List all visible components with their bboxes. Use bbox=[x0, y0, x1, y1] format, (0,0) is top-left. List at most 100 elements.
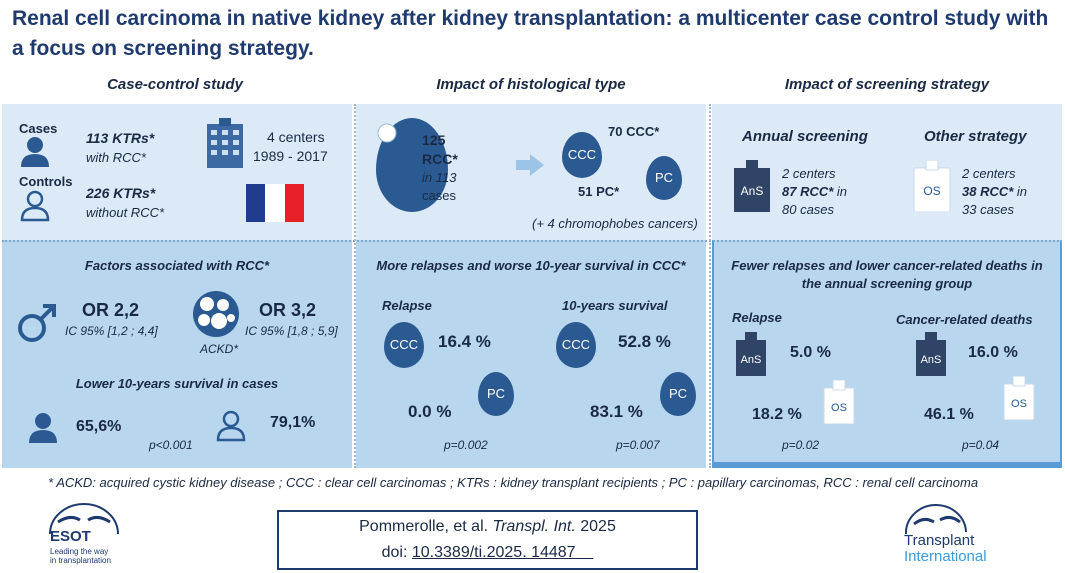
rcc-total-label: RCC* bbox=[422, 151, 458, 167]
annual-screening-label: Annual screening bbox=[742, 128, 868, 145]
svg-text:OS: OS bbox=[1011, 398, 1027, 410]
factors-heading: Factors associated with RCC* bbox=[84, 258, 270, 273]
ans-building-icon: AnS bbox=[734, 160, 770, 212]
svg-text:AnS: AnS bbox=[741, 184, 764, 198]
other-rcc-line: 38 RCC* in bbox=[962, 184, 1028, 199]
esot-tagline: Leading the way bbox=[50, 547, 109, 556]
centers-count: 4 centers bbox=[267, 129, 325, 145]
person-icon bbox=[29, 413, 57, 443]
screening-results-panel: Fewer relapses and lower cancer-related … bbox=[712, 240, 1062, 468]
survival-cases: 65,6% bbox=[76, 418, 122, 435]
ans-deaths-value: 16.0 % bbox=[968, 344, 1018, 361]
controls-label: Controls bbox=[19, 174, 73, 189]
factors-panel: Factors associated with RCC* OR 2,2 IC 9… bbox=[2, 240, 352, 468]
screening-results-heading-2: the annual screening group bbox=[801, 276, 973, 291]
column-divider bbox=[354, 104, 356, 468]
pc-kidney-icon: PC bbox=[660, 372, 696, 416]
screening-heading: Impact of screening strategy bbox=[784, 76, 990, 93]
case-control-panel: Cases 113 KTRs* with RCC* Controls 226 K… bbox=[2, 104, 352, 240]
controls-count: 226 KTRs* bbox=[86, 185, 156, 201]
deaths-pvalue: p=0.04 bbox=[962, 438, 1000, 452]
svg-text:AnS: AnS bbox=[921, 354, 942, 366]
transplant-international-logo: Transplant International bbox=[900, 502, 1060, 568]
other-strategy-label: Other strategy bbox=[924, 128, 1027, 145]
survival-pvalue: p<0.001 bbox=[149, 438, 193, 452]
other-centers: 2 centers bbox=[962, 166, 1016, 181]
annual-cases: 80 cases bbox=[782, 202, 835, 217]
survival-label: 10-years survival bbox=[562, 298, 668, 313]
ti-name-line1: Transplant bbox=[904, 532, 975, 549]
ci-ackd: IC 95% [1,8 ; 5,9] bbox=[245, 324, 338, 338]
arrow-right-icon bbox=[516, 154, 544, 176]
screening-panel: Annual screening Other strategy AnS 2 ce… bbox=[712, 104, 1062, 240]
rcc-total-cases: cases bbox=[422, 188, 456, 203]
esot-logo: ESOT Leading the way in transplantation bbox=[44, 500, 174, 568]
ackd-label: ACKD* bbox=[200, 342, 239, 356]
histology-results-heading: More relapses and worse 10-year survival… bbox=[376, 258, 686, 273]
ccc-kidney-icon: CCC bbox=[556, 322, 596, 368]
pc-count: 51 PC* bbox=[578, 184, 620, 199]
esot-logo-icon bbox=[49, 503, 119, 535]
esot-name: ESOT bbox=[50, 528, 91, 545]
pc-kidney-icon: PC bbox=[478, 372, 514, 416]
case-control-heading: Case-control study bbox=[107, 76, 243, 93]
doi-link[interactable]: 10.3389/ti.2025. 14487 bbox=[411, 544, 576, 561]
os-relapse-value: 18.2 % bbox=[752, 406, 802, 423]
study-years: 1989 - 2017 bbox=[253, 148, 328, 164]
pc-kidney-icon: PC bbox=[646, 156, 682, 200]
deaths-label: Cancer-related deaths bbox=[896, 312, 1033, 327]
section-divider bbox=[2, 240, 1062, 242]
or-ackd: OR 3,2 bbox=[259, 300, 317, 320]
chromophobe-note: (+ 4 chromophobes cancers) bbox=[532, 216, 698, 231]
survival-controls: 79,1% bbox=[270, 414, 316, 431]
person-outline-icon bbox=[20, 190, 50, 222]
ans-building-icon: AnS bbox=[736, 332, 766, 376]
relapse-label: Relapse bbox=[382, 298, 432, 313]
hospital-building-icon bbox=[207, 118, 243, 168]
citation-line: Pommerolle, et al. Transpl. Int. 2025 bbox=[359, 518, 616, 535]
svg-text:OS: OS bbox=[923, 184, 940, 198]
person-outline-icon bbox=[216, 410, 246, 442]
tumor-icon bbox=[377, 123, 397, 143]
histology-results-panel: More relapses and worse 10-year survival… bbox=[356, 240, 706, 468]
os-building-icon: OS bbox=[913, 160, 951, 212]
doi-line: doi: 10.3389/ti.2025. 14487 bbox=[381, 544, 576, 561]
cases-count: 113 KTRs* bbox=[86, 130, 155, 146]
screening-relapse-pvalue: p=0.02 bbox=[782, 438, 820, 452]
ccc-survival-value: 52.8 % bbox=[618, 332, 671, 351]
ti-name-line2: International bbox=[904, 548, 987, 565]
rcc-total-count: 125 bbox=[422, 132, 446, 148]
annual-rcc-line: 87 RCC* in bbox=[782, 184, 848, 199]
os-building-icon: OS bbox=[1003, 376, 1035, 420]
page-title: Renal cell carcinoma in native kidney af… bbox=[12, 7, 1049, 60]
controls-desc: without RCC* bbox=[86, 205, 165, 220]
survival-pvalue: p=0.007 bbox=[616, 438, 660, 452]
ccc-count: 70 CCC* bbox=[608, 124, 660, 139]
histology-heading: Impact of histological type bbox=[436, 76, 626, 93]
os-deaths-value: 46.1 % bbox=[924, 406, 974, 423]
ans-relapse-value: 5.0 % bbox=[790, 344, 831, 361]
histology-panel: 125 RCC* in 113 cases CCC 70 CCC* PC 51 … bbox=[356, 104, 706, 240]
cases-label: Cases bbox=[19, 121, 58, 136]
footnote: * ACKD: acquired cystic kidney disease ;… bbox=[48, 475, 979, 490]
male-symbol-icon bbox=[18, 304, 56, 342]
ccc-relapse-value: 16.4 % bbox=[438, 332, 491, 351]
person-icon bbox=[21, 137, 49, 167]
survival-heading: Lower 10-years survival in cases bbox=[75, 376, 279, 391]
screening-results-inner bbox=[714, 240, 1060, 462]
citation-box: Pommerolle, et al. Transpl. Int. 2025 do… bbox=[277, 510, 698, 570]
column-divider bbox=[709, 104, 711, 468]
ackd-kidney-icon bbox=[193, 291, 239, 337]
other-cases: 33 cases bbox=[962, 202, 1015, 217]
screening-results-heading-1: Fewer relapses and lower cancer-related … bbox=[731, 258, 1043, 273]
os-building-icon: OS bbox=[823, 380, 855, 424]
ti-logo-icon bbox=[904, 504, 967, 535]
france-flag-icon bbox=[246, 184, 304, 222]
pc-survival-value: 83.1 % bbox=[590, 402, 643, 421]
pc-relapse-value: 0.0 % bbox=[408, 402, 452, 421]
ccc-kidney-icon: CCC bbox=[384, 322, 424, 368]
ans-building-icon: AnS bbox=[916, 332, 946, 376]
screening-relapse-label: Relapse bbox=[732, 310, 782, 325]
ci-sex: IC 95% [1,2 ; 4,4] bbox=[65, 324, 158, 338]
esot-tagline: in transplantation bbox=[50, 556, 111, 565]
